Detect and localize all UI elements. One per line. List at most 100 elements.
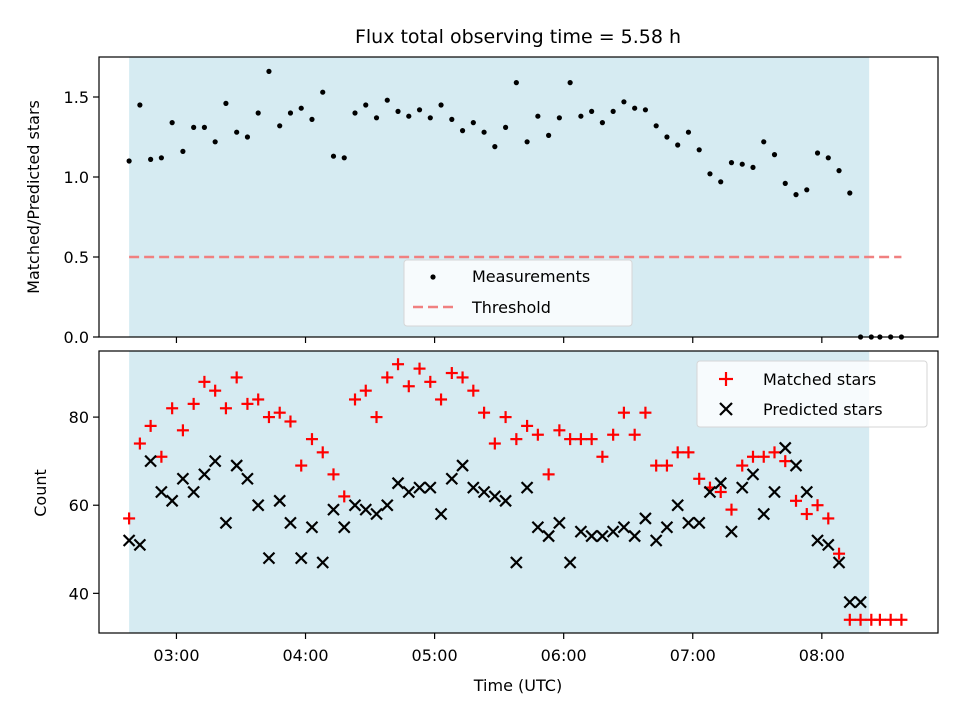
measurement-point xyxy=(814,150,821,156)
matched-star-point xyxy=(198,375,211,388)
predicted-star-point xyxy=(639,512,652,525)
bottom-panel: 40 60 80 03:00 04:00 05:00 06:00 07:00 08:00 Ma… xyxy=(69,350,939,665)
matched-star-point xyxy=(553,424,566,437)
matched-star-point xyxy=(478,406,491,419)
measurement-point xyxy=(782,180,788,186)
matched-star-point xyxy=(284,415,297,428)
matched-star-point xyxy=(187,397,200,410)
matched-star-point xyxy=(359,384,372,397)
measurement-point xyxy=(836,168,842,174)
matched-star-point xyxy=(746,450,759,463)
measurement-point xyxy=(589,108,595,114)
measurement-point xyxy=(642,107,649,113)
predicted-star-point xyxy=(800,485,814,499)
measurement-point xyxy=(685,129,692,135)
predicted-star-point xyxy=(337,520,351,534)
predicted-star-point xyxy=(456,459,469,472)
predicted-star-point xyxy=(370,507,383,521)
predicted-star-point xyxy=(499,494,512,508)
measurement-point xyxy=(341,155,347,161)
measurement-point xyxy=(191,124,197,130)
bottom-legend-box xyxy=(696,360,928,428)
measurement-point xyxy=(438,102,444,108)
predicted-star-point xyxy=(778,441,792,455)
top-x-ticks xyxy=(175,337,823,343)
measurement-point xyxy=(223,100,229,106)
matched-star-point xyxy=(531,428,544,441)
legend-matched-marker xyxy=(719,372,733,386)
matched-star-point xyxy=(617,406,630,419)
matched-star-point xyxy=(252,393,265,406)
matched-star-point xyxy=(230,371,243,384)
predicted-star-point xyxy=(746,468,760,481)
measurement-point xyxy=(416,107,423,113)
matched-star-point xyxy=(381,371,394,384)
predicted-star-point xyxy=(822,538,835,552)
predicted-star-point xyxy=(682,516,695,530)
predicted-star-point xyxy=(843,595,857,609)
legend-measurements-marker xyxy=(430,274,436,280)
matched-star-point xyxy=(510,433,523,446)
matched-star-point xyxy=(467,384,480,397)
predicted-star-point xyxy=(757,507,771,521)
predicted-star-point xyxy=(359,503,373,516)
predicted-star-point xyxy=(294,551,308,565)
predicted-star-point xyxy=(262,551,276,565)
predicted-star-point xyxy=(488,490,502,503)
measurement-point xyxy=(255,110,261,116)
predicted-star-point xyxy=(133,538,147,552)
measurement-point xyxy=(535,113,541,119)
measurement-point xyxy=(137,102,143,108)
matched-star-point xyxy=(564,433,577,446)
top-y-tick-label: 1.5 xyxy=(64,88,89,107)
matched-star-point xyxy=(176,424,189,437)
measurement-point xyxy=(234,129,240,135)
predicted-star-point xyxy=(649,534,663,547)
matched-star-point xyxy=(854,613,867,626)
top-y-tick-label: 1.0 xyxy=(64,168,89,187)
bottom-y-axis-label: Count xyxy=(31,469,50,517)
predicted-star-point xyxy=(402,485,416,499)
predicted-star-point xyxy=(811,534,824,547)
measurement-point xyxy=(728,160,735,166)
measurement-point xyxy=(470,120,476,126)
measurement-point xyxy=(653,123,659,129)
measurement-point xyxy=(696,147,702,153)
matched-star-point xyxy=(349,393,362,406)
measurement-point xyxy=(567,80,573,86)
predicted-star-point xyxy=(553,516,566,530)
measurement-point xyxy=(825,155,831,161)
predicted-star-point xyxy=(187,485,200,499)
measurement-point xyxy=(599,120,606,126)
matched-star-point xyxy=(660,459,673,472)
measurement-point xyxy=(524,139,530,145)
bottom-legend: Matched stars Predicted stars xyxy=(696,360,928,428)
matched-star-point xyxy=(262,411,275,424)
top-legend-box xyxy=(403,259,633,327)
matched-star-point xyxy=(499,411,512,424)
measurement-point xyxy=(492,144,498,150)
predicted-star-point xyxy=(692,516,706,530)
matched-star-point xyxy=(822,512,835,525)
predicted-star-point xyxy=(316,556,330,569)
predicted-star-point xyxy=(198,468,211,481)
measurement-point xyxy=(556,115,562,121)
top-legend: Measurements Threshold xyxy=(403,259,633,327)
matched-star-point xyxy=(424,375,437,388)
predicted-star-points xyxy=(122,441,867,609)
measurement-point xyxy=(502,124,509,130)
measurement-point xyxy=(352,110,358,116)
matched-star-point xyxy=(166,402,179,415)
matched-star-point xyxy=(628,428,641,441)
measurement-point xyxy=(481,129,487,135)
predicted-star-point xyxy=(703,485,717,499)
matched-star-point xyxy=(607,428,620,441)
measurement-point xyxy=(330,153,337,159)
x-tick-label: 05:00 xyxy=(412,646,458,665)
matched-star-point xyxy=(884,613,897,626)
predicted-star-point xyxy=(671,498,684,512)
legend-predicted-marker xyxy=(719,402,733,416)
matched-star-point xyxy=(402,380,415,393)
matched-star-point xyxy=(316,446,329,459)
